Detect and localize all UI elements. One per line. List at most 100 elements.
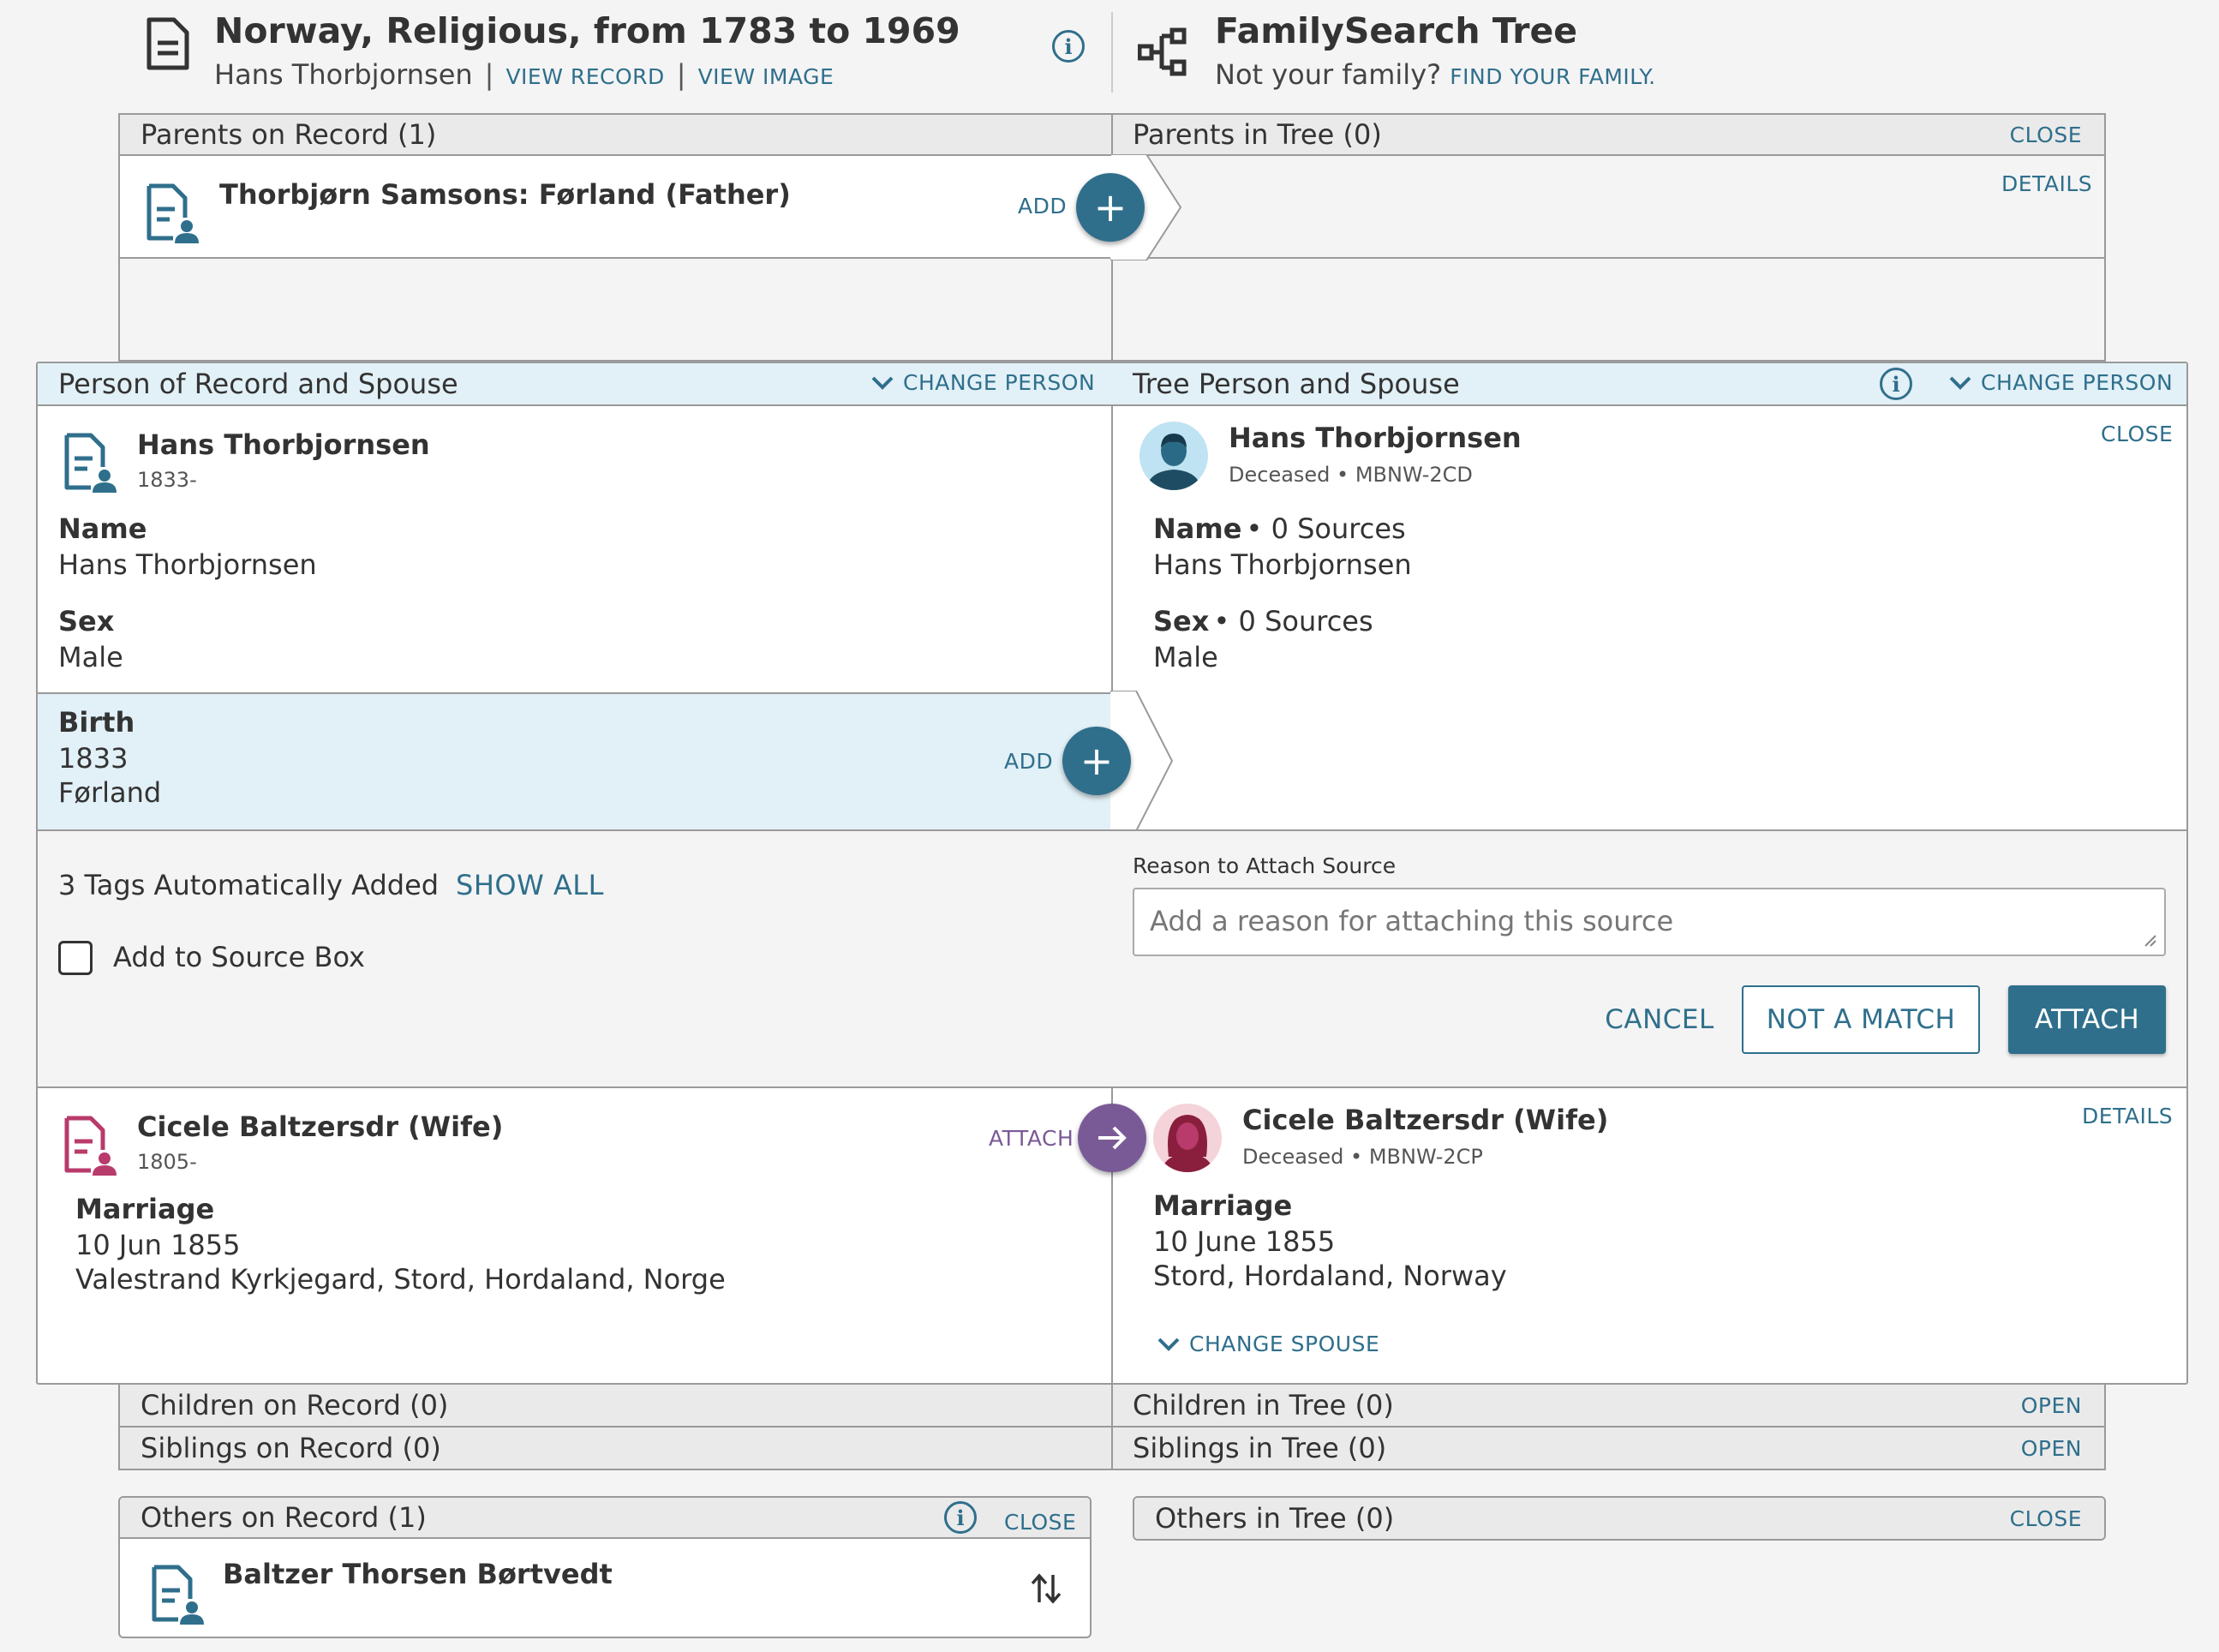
record-person-icon (147, 183, 199, 243)
tree-name-heading: Name • 0 Sources (1153, 512, 1406, 545)
siblings-on-record-bar: Siblings on Record (0) (120, 1428, 1112, 1469)
birth-place: Førland (58, 776, 162, 809)
tags-added-text: 3 Tags Automatically Added (58, 869, 440, 901)
others-in-tree-bar: Others in Tree (0) CLOSE (1134, 1498, 2104, 1539)
tree-person-name[interactable]: Hans Thorbjornsen (1229, 422, 1522, 454)
others-in-tree-label: Others in Tree (0) (1155, 1502, 1395, 1535)
others-in-tree-box: Others in Tree (0) CLOSE (1133, 1496, 2106, 1541)
others-record-close-link[interactable]: CLOSE (1004, 1510, 1077, 1535)
tree-info-icon[interactable]: i (1880, 368, 1912, 400)
spouse-details-link[interactable]: DETAILS (2082, 1104, 2174, 1128)
children-in-tree-label: Children in Tree (0) (1133, 1389, 1394, 1422)
parents-on-record-label: Parents on Record (1) (141, 118, 437, 151)
record-person-name: Hans Thorbjornsen (137, 428, 430, 461)
find-your-family-link[interactable]: FIND YOUR FAMILY. (1450, 64, 1656, 89)
children-on-record-bar: Children on Record (0) (120, 1385, 1112, 1428)
attach-button[interactable]: ATTACH (2008, 985, 2166, 1054)
view-image-link[interactable]: VIEW IMAGE (697, 64, 834, 89)
record-marriage-label: Marriage (75, 1193, 215, 1225)
tree-person-bar: Tree Person and Spouse (1112, 363, 2186, 406)
record-person-icon (64, 433, 117, 493)
tree-marriage-place: Stord, Hordaland, Norway (1153, 1260, 1507, 1292)
record-spouse-name: Cicele Baltzersdr (Wife) (137, 1110, 504, 1143)
tree-sex-label: Sex (1153, 605, 1210, 637)
tree-title: FamilySearch Tree (1215, 10, 1578, 51)
add-father-button[interactable]: + (1076, 173, 1145, 242)
record-sex-label: Sex (58, 605, 115, 637)
tree-name-value: Hans Thorbjornsen (1153, 548, 1412, 581)
view-record-link[interactable]: VIEW RECORD (505, 64, 665, 89)
tree-marriage-label: Marriage (1153, 1189, 1293, 1222)
arrow-right-icon (1098, 1126, 1127, 1150)
add-birth-button[interactable]: + (1062, 727, 1131, 795)
tree-sex-value: Male (1153, 641, 1218, 673)
plus-icon: + (1080, 738, 1114, 784)
not-your-family-text: Not your family? (1215, 58, 1442, 91)
female-avatar (1153, 1104, 1222, 1172)
attach-spouse-button[interactable] (1078, 1104, 1146, 1172)
document-icon (147, 17, 189, 70)
tree-person-label: Tree Person and Spouse (1133, 368, 1460, 400)
source-box-checkbox[interactable] (58, 941, 93, 975)
reason-textarea[interactable]: Add a reason for attaching this source (1133, 888, 2166, 956)
tree-name-sources: • 0 Sources (1246, 512, 1406, 545)
parents-in-tree-bar: Parents in Tree (0) CLOSE (1112, 115, 2104, 156)
children-divider (1111, 1385, 1113, 1470)
record-person-years: 1833- (137, 468, 197, 492)
attach-spouse-link[interactable]: ATTACH (989, 1126, 1074, 1151)
other-person-name: Baltzer Thorsen Børtvedt (223, 1558, 613, 1590)
parents-in-tree-label: Parents in Tree (0) (1133, 118, 1382, 151)
cancel-button[interactable]: CANCEL (1605, 1004, 1714, 1035)
record-spouse-icon (64, 1116, 117, 1176)
tree-name-label: Name (1153, 512, 1242, 545)
swap-vertical-icon[interactable] (1030, 1571, 1062, 1606)
header-divider (1111, 12, 1113, 93)
change-person-label: CHANGE PERSON (1981, 370, 2174, 395)
tree-person-close-link[interactable]: CLOSE (2101, 422, 2174, 446)
record-sex-value: Male (58, 641, 123, 673)
male-avatar (1139, 422, 1208, 490)
show-all-link[interactable]: SHOW ALL (456, 869, 604, 901)
person-divider-top (1111, 406, 1113, 829)
children-in-tree-bar: Children in Tree (0) OPEN (1112, 1385, 2104, 1428)
others-on-record-box: Others on Record (1) (118, 1496, 1092, 1638)
others-on-record-label: Others on Record (1) (141, 1501, 427, 1534)
record-subtitle: Hans Thorbjornsen | VIEW RECORD | VIEW IMAGE (214, 58, 834, 91)
chevron-down-icon (1157, 1338, 1180, 1351)
tree-subtitle: Not your family? FIND YOUR FAMILY. (1215, 58, 1656, 91)
record-spouse-years: 1805- (137, 1150, 197, 1174)
parents-details-link[interactable]: DETAILS (2001, 171, 2093, 196)
record-person-icon (152, 1565, 204, 1625)
birth-year: 1833 (58, 742, 129, 775)
others-info-icon[interactable]: i (944, 1501, 977, 1534)
plus-icon: + (1093, 184, 1127, 230)
siblings-on-record-label: Siblings on Record (0) (141, 1432, 441, 1464)
info-icon[interactable]: i (1052, 30, 1085, 63)
change-person-tree-link[interactable]: CHANGE PERSON (1948, 370, 2173, 395)
chevron-down-icon (871, 376, 894, 390)
spouse-divider (1111, 1088, 1113, 1383)
record-collection-title: Norway, Religious, from 1783 to 1969 (214, 10, 960, 51)
birth-row (38, 692, 1112, 829)
change-spouse-label: CHANGE SPOUSE (1189, 1332, 1380, 1356)
not-a-match-button[interactable]: NOT A MATCH (1742, 985, 1980, 1054)
siblings-in-tree-bar: Siblings in Tree (0) OPEN (1112, 1428, 2104, 1469)
others-tree-close-link[interactable]: CLOSE (2009, 1505, 2082, 1531)
record-name-value: Hans Thorbjornsen (58, 548, 317, 581)
parents-close-link[interactable]: CLOSE (2009, 122, 2082, 147)
parents-tree-area (1112, 156, 2104, 259)
birth-label: Birth (58, 706, 135, 739)
tree-spouse-status: Deceased • MBNW-2CP (1242, 1145, 1483, 1169)
add-father-link[interactable]: ADD (1018, 194, 1068, 218)
change-spouse-link[interactable]: CHANGE SPOUSE (1157, 1332, 1379, 1356)
person-of-record-label: Person of Record and Spouse (58, 368, 458, 400)
chevron-down-icon (1949, 376, 1971, 390)
siblings-open-link[interactable]: OPEN (2020, 1435, 2082, 1461)
change-person-record-link[interactable]: CHANGE PERSON (870, 370, 1095, 395)
children-open-link[interactable]: OPEN (2020, 1392, 2082, 1418)
tree-spouse-name[interactable]: Cicele Baltzersdr (Wife) (1242, 1104, 1609, 1136)
father-row (120, 156, 1112, 259)
record-marriage-place: Valestrand Kyrkjegard, Stord, Hordaland,… (75, 1263, 726, 1296)
add-birth-link[interactable]: ADD (1004, 749, 1054, 774)
tree-marriage-date: 10 June 1855 (1153, 1225, 1336, 1258)
